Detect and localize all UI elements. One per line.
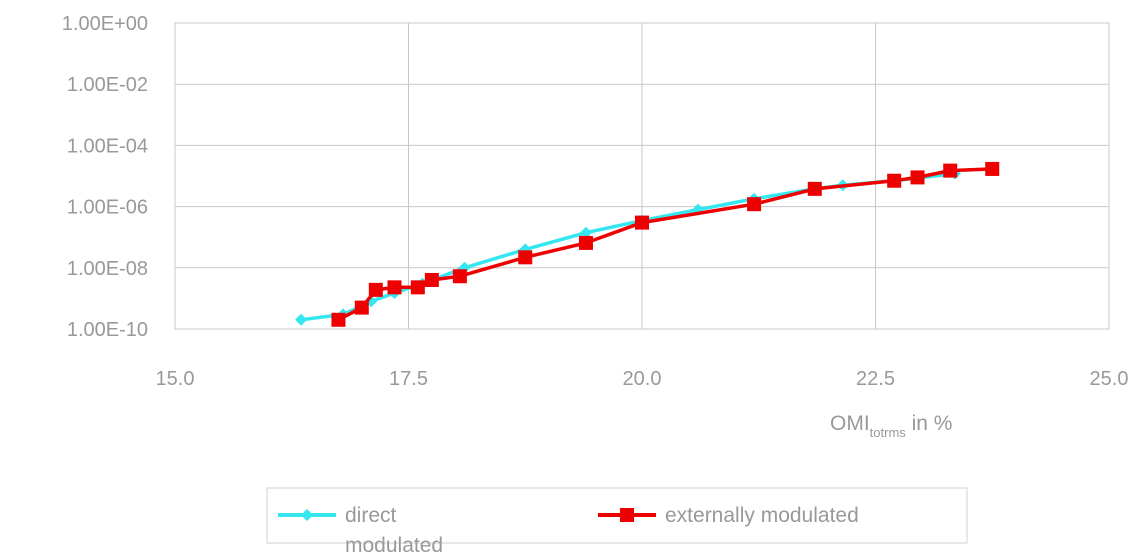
legend-external-square-icon (620, 508, 634, 522)
x-tick-label: 20.0 (623, 368, 662, 390)
x-axis-title-main: OMI (830, 412, 870, 435)
data-point (635, 215, 649, 230)
series-line (337, 167, 993, 322)
x-tick-label: 17.5 (389, 368, 428, 390)
data-point (295, 313, 308, 326)
data-point (518, 250, 533, 265)
data-point (331, 312, 346, 327)
x-axis-title-suffix: in % (906, 412, 953, 435)
data-point (354, 300, 369, 315)
x-axis-title: OMItotrms in % (830, 412, 952, 440)
y-tick-label: 1.00E-02 (67, 74, 148, 96)
y-tick-label: 1.00E-10 (67, 319, 148, 341)
x-tick-labels: 15.0 17.5 20.0 22.5 25.0 (156, 368, 1129, 390)
data-point (387, 280, 402, 295)
x-tick-label: 22.5 (856, 368, 895, 390)
y-tick-labels: 1.00E+00 1.00E-02 1.00E-04 1.00E-06 1.00E-08… (62, 13, 148, 341)
y-tick-label: 1.00E-06 (67, 197, 148, 219)
data-point (985, 161, 1000, 176)
legend-direct-diamond-icon (301, 509, 313, 521)
data-point (943, 163, 958, 178)
series-layer (295, 161, 1000, 327)
data-point (747, 197, 762, 212)
y-tick-label: 1.00E-08 (67, 258, 148, 280)
data-point (410, 280, 425, 295)
series-externally-modulated (331, 161, 1000, 327)
y-tick-label: 1.00E-04 (67, 135, 148, 157)
x-axis-title-subscript: totrms (870, 425, 907, 440)
data-point (887, 173, 902, 188)
data-point (579, 226, 592, 239)
data-point (578, 235, 593, 250)
gridlines (175, 23, 1109, 329)
y-tick-label: 1.00E+00 (62, 13, 148, 35)
data-point (910, 170, 925, 185)
legend-direct-label: direct modulated (345, 504, 443, 554)
legend-external-label: externally modulated (665, 504, 859, 527)
data-point (424, 272, 439, 287)
x-tick-label: 15.0 (156, 368, 195, 390)
x-tick-label: 25.0 (1090, 368, 1129, 390)
data-point (368, 282, 383, 297)
legend: direct modulated externally modulated (266, 487, 968, 554)
data-point (807, 181, 822, 196)
data-point (452, 269, 467, 284)
